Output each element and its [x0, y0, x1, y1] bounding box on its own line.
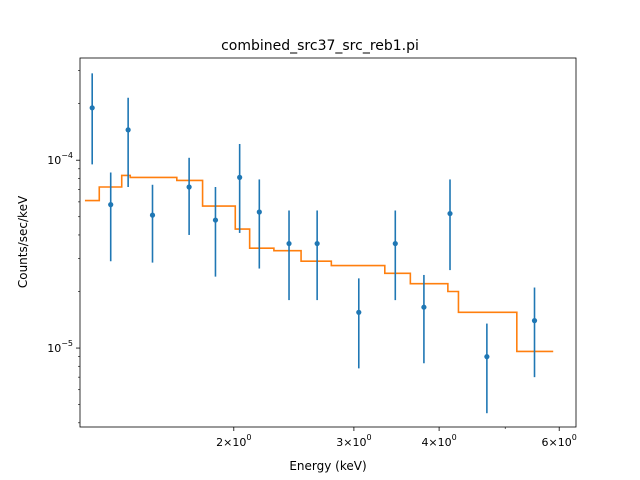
data-marker: [149, 212, 156, 218]
axis-ticks: 2×100 3×100 4×100 6×100 10−4 10−5: [47, 70, 577, 449]
x-tick-4: 6×100: [542, 427, 577, 449]
x-axis-label: Energy (keV): [289, 459, 366, 473]
data-marker: [356, 309, 362, 315]
data-point-9: [286, 210, 292, 301]
data-point-3: [125, 97, 131, 188]
data-marker: [447, 210, 453, 217]
data-marker: [237, 174, 243, 180]
model-step-line: [84, 174, 554, 353]
x-tick-label: 4×100: [421, 433, 456, 449]
y-tick-label: 10−4: [47, 151, 73, 167]
data-point-8: [256, 179, 262, 269]
data-marker: [186, 184, 192, 190]
x-tick-2: 3×100: [336, 427, 372, 449]
x-tick-label: 2×100: [216, 433, 251, 449]
data-point-15: [484, 323, 490, 414]
data-marker: [125, 127, 131, 133]
data-marker: [212, 217, 219, 223]
data-point-7: [237, 143, 243, 233]
y-tick-label: 10−5: [47, 339, 73, 355]
x-tick-1: 2×100: [216, 427, 251, 449]
data-marker: [421, 304, 427, 310]
data-point-14: [447, 179, 453, 271]
data-marker: [108, 202, 114, 208]
data-point-4: [149, 184, 156, 263]
data-marker: [256, 209, 262, 215]
data-marker: [392, 240, 398, 247]
x-tick-3: 4×100: [421, 427, 457, 449]
data-marker: [286, 240, 292, 247]
plot-area: [84, 73, 554, 414]
data-point-16: [531, 287, 538, 378]
y-tick-2: 10−5: [47, 339, 80, 355]
data-marker: [484, 354, 490, 360]
chart-title: combined_src37_src_reb1.pi: [221, 38, 419, 54]
data-point-12: [392, 210, 398, 301]
x-tick-label: 6×100: [542, 433, 577, 449]
data-point-13: [421, 274, 427, 364]
axes-frame: [79, 57, 577, 428]
x-tick-label: 3×100: [336, 433, 371, 449]
data-point-10: [314, 210, 320, 301]
data-point-11: [356, 278, 362, 369]
y-axis-label: Counts/sec/keV: [16, 195, 30, 288]
data-point-1: [89, 73, 95, 165]
data-point-6: [212, 187, 219, 277]
data-marker: [531, 318, 538, 324]
data-point-5: [186, 157, 192, 235]
data-marker: [89, 105, 95, 111]
y-tick-1: 10−4: [47, 151, 80, 167]
data-marker: [314, 240, 320, 247]
data-point-2: [108, 172, 114, 262]
